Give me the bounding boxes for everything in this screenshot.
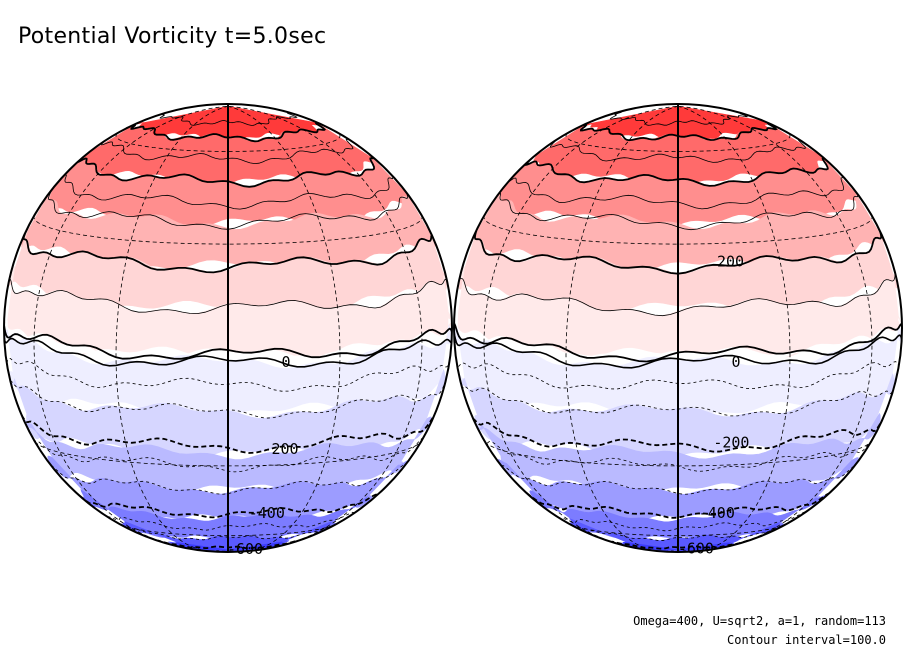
contour-label: 0	[281, 353, 290, 371]
meridian-gridline	[677, 105, 873, 546]
parallel-gridline	[570, 524, 786, 537]
right-globe: 200 0 -200 -400 -600	[453, 103, 903, 557]
meridian-gridline	[115, 105, 229, 552]
contour-label: 0	[731, 353, 740, 371]
contour-line	[552, 510, 807, 532]
contour-label: 200	[717, 253, 744, 271]
contour-label: -400	[699, 504, 735, 522]
contour-label: -600	[227, 540, 263, 558]
meridian-gridline	[483, 105, 679, 546]
contour-label: -400	[249, 504, 285, 522]
contour-line	[580, 525, 783, 542]
plot-title: Potential Vorticity t=5.0sec	[18, 24, 327, 49]
meridian-gridline	[227, 105, 423, 546]
meridian-gridline	[33, 105, 229, 546]
contour-line	[157, 539, 298, 550]
parallel-gridline	[483, 215, 873, 245]
contour-line	[51, 464, 405, 495]
parallel-gridline	[115, 132, 341, 152]
contour-line	[459, 273, 896, 317]
contour-line	[10, 379, 447, 419]
parallel-gridline	[120, 524, 336, 537]
contour-interval-text: Contour interval=100.0	[727, 633, 886, 647]
parallel-gridline	[484, 441, 872, 467]
meridian-gridline	[677, 105, 791, 552]
parallel-gridline	[33, 215, 423, 245]
globe-outline	[453, 103, 903, 553]
contour-label: -200	[713, 433, 749, 451]
contour-line	[501, 464, 856, 495]
contour-line	[48, 189, 409, 230]
parallel-gridline	[565, 132, 791, 152]
globe-outline	[3, 103, 453, 553]
contour-label: -200	[262, 440, 298, 458]
parameters-text: Omega=400, U=sqrt2, a=1, random=113	[633, 614, 886, 628]
contour-line	[4, 324, 452, 360]
contour-label: -600	[678, 539, 714, 557]
contour-line	[108, 511, 355, 531]
contour-line	[472, 418, 884, 453]
parallel-gridline	[34, 441, 422, 467]
meridian-gridline	[565, 105, 679, 552]
meridian-gridline	[227, 105, 341, 552]
left-globe: 0 -200 -400 -600	[3, 103, 453, 558]
contour-line	[609, 538, 753, 550]
contour-line	[497, 189, 859, 231]
